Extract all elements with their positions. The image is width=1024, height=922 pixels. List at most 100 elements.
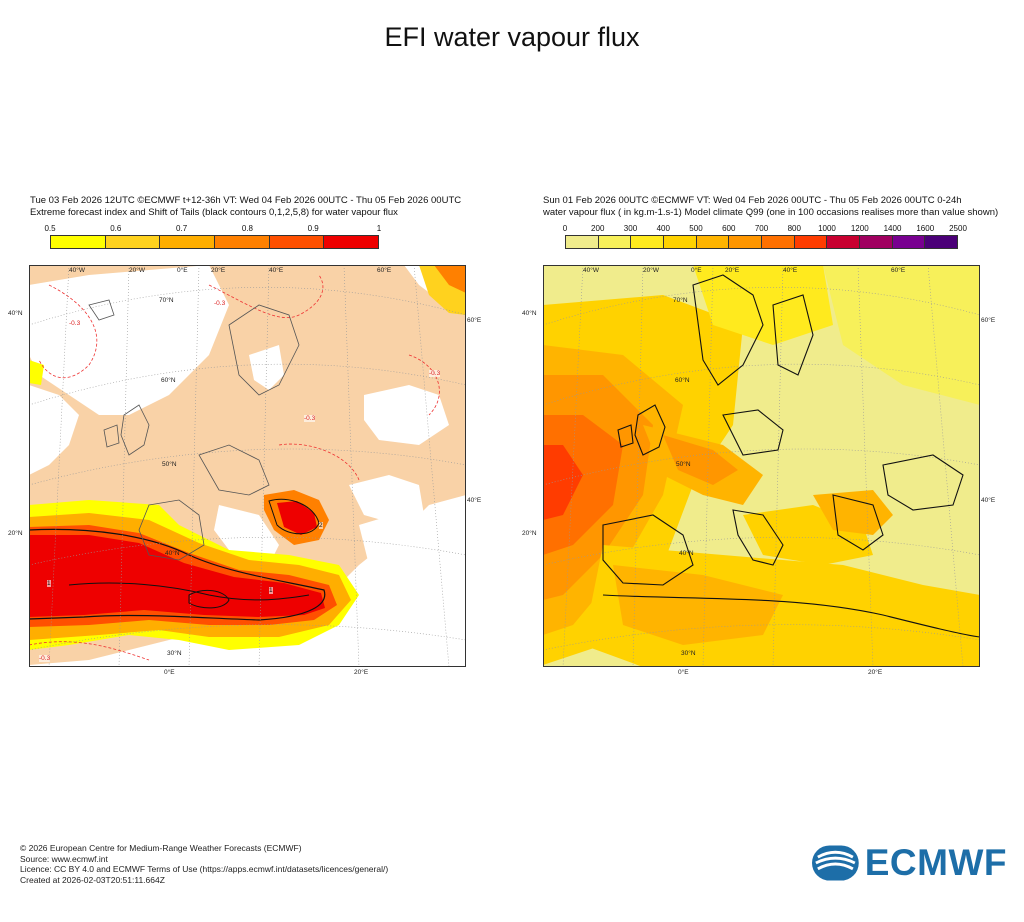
left-map-contour-label: -0.3 xyxy=(39,655,51,662)
left-map-svg xyxy=(29,265,466,667)
footer-credits: © 2026 European Centre for Medium-Range … xyxy=(20,843,388,885)
left-colorbar-tick-label: 1 xyxy=(376,224,382,233)
right-map-coordinate-label: 40°N xyxy=(679,550,694,557)
left-map-coordinate-label: 50°N xyxy=(162,461,177,468)
right-colorbar-segment xyxy=(892,236,926,248)
right-colorbar-segment xyxy=(794,236,828,248)
right-colorbar-segment xyxy=(762,236,795,248)
footer-created: Created at 2026-02-03T20:51:11.664Z xyxy=(20,874,165,885)
left-map-coordinate-label: 20°N xyxy=(8,530,23,537)
left-map-coordinate-label: 60°E xyxy=(467,317,482,324)
left-map-coordinate-label: 30°N xyxy=(167,650,182,657)
right-map-coordinate-label: 0°E xyxy=(691,267,702,274)
right-colorbar-segment xyxy=(729,236,763,248)
left-colorbar-tick-label: 0.6 xyxy=(110,224,122,233)
left-map-contour-label: 1 xyxy=(269,587,273,594)
right-map-coordinate-label: 40°E xyxy=(783,267,798,274)
left-colorbar-segment xyxy=(269,236,325,248)
right-colorbar-tick-label: 400 xyxy=(656,224,670,233)
right-colorbar-segment xyxy=(598,236,632,248)
left-map-contour-label: 1 xyxy=(47,580,51,587)
right-map-coordinate-label: 20°N xyxy=(522,530,537,537)
left-map-coordinate-label: 70°N xyxy=(159,297,174,304)
left-colorbar-segment xyxy=(324,236,379,248)
right-colorbar-segment xyxy=(827,236,861,248)
right-map-coordinate-label: 60°E xyxy=(981,317,996,324)
left-panel-header: Tue 03 Feb 2026 12UTC ©ECMWF t+12-36h VT… xyxy=(30,195,461,219)
left-map-coordinate-label: 60°E xyxy=(377,267,392,274)
right-colorbar-tick-label: 1200 xyxy=(850,224,869,233)
right-colorbar-segment xyxy=(631,236,665,248)
left-colorbar-tick-label: 0.8 xyxy=(241,224,253,233)
right-map-coordinate-label: 40°N xyxy=(522,310,537,317)
left-map-coordinate-label: 40°W xyxy=(69,267,85,274)
left-colorbar-tick-label: 0.7 xyxy=(176,224,188,233)
ecmwf-logo-text: ECMWF xyxy=(864,842,1007,883)
left-map-coordinate-label: 0°E xyxy=(177,267,188,274)
right-colorbar-tick-label: 1000 xyxy=(818,224,836,233)
right-map-coordinate-label: 60°N xyxy=(675,377,690,384)
right-map-coordinate-label: 30°N xyxy=(681,650,696,657)
ecmwf-logo-icon xyxy=(812,845,859,881)
right-map-coordinate-label: 60°E xyxy=(891,267,906,274)
left-map-coordinate-label: 40°N xyxy=(165,550,180,557)
left-map-coordinate-label: 20°E xyxy=(211,267,226,274)
left-colorbar-ticks: 0.5 0.6 0.7 0.8 0.9 1 xyxy=(44,224,382,236)
right-colorbar-segment xyxy=(925,236,958,248)
right-colorbar-segment xyxy=(696,236,730,248)
right-colorbar-tick-label: 1600 xyxy=(916,224,935,233)
right-map-coordinate-label: 40°W xyxy=(583,267,599,274)
right-map-coordinate-label: 20°W xyxy=(643,267,659,274)
left-map-contour-label: 2 xyxy=(319,522,323,529)
left-colorbar-tick-label: 0.9 xyxy=(307,224,319,233)
right-colorbar-tick-label: 0 xyxy=(562,224,568,233)
left-colorbar-segment xyxy=(105,236,161,248)
left-map-contour-label: -0.3 xyxy=(304,415,316,422)
right-map-coordinate-label: 0°E xyxy=(678,669,689,676)
right-colorbar-ticks: 0 200 300 400 500 600 700 800 1000 1200 1400 1600 25… xyxy=(562,224,967,236)
ecmwf-logo: ECMWF xyxy=(812,842,1007,884)
right-colorbar-tick-label: 800 xyxy=(787,224,801,233)
left-map-contour-label: -0.3 xyxy=(429,370,441,377)
left-colorbar-segment xyxy=(215,236,270,248)
right-colorbar-tick-label: 600 xyxy=(722,224,736,233)
left-map-efi xyxy=(29,265,466,667)
left-colorbar-segment xyxy=(160,236,216,248)
left-header-line1: Tue 03 Feb 2026 12UTC ©ECMWF t+12-36h VT… xyxy=(30,195,462,206)
left-colorbar-tick-label: 0.5 xyxy=(44,224,56,233)
left-map-coordinate-label: 0°E xyxy=(164,669,175,676)
right-map-coordinate-label: 50°N xyxy=(676,461,691,468)
left-colorbar-segment xyxy=(51,236,106,248)
right-colorbar-tick-label: 1400 xyxy=(883,224,902,233)
right-colorbar-tick-label: 200 xyxy=(591,224,605,233)
right-colorbar xyxy=(565,235,958,249)
left-map-coordinate-label: 40°E xyxy=(467,497,482,504)
right-map-coordinate-label: 20°E xyxy=(868,669,883,676)
right-map-climate-q99 xyxy=(543,265,980,667)
left-map-coordinate-label: 20°E xyxy=(354,669,369,676)
right-colorbar-tick-label: 500 xyxy=(689,224,703,233)
footer-copyright: © 2026 European Centre for Medium-Range … xyxy=(20,843,302,853)
page-title: EFI water vapour flux xyxy=(384,22,640,52)
left-header-line2: Extreme forecast index and Shift of Tail… xyxy=(30,207,398,218)
right-colorbar-tick-label: 700 xyxy=(754,224,769,233)
right-map-coordinate-label: 20°E xyxy=(725,267,740,274)
right-header-line2: water vapour flux ( in kg.m-1.s-1) Model… xyxy=(543,207,999,218)
right-colorbar-segment xyxy=(860,236,893,248)
right-colorbar-tick-label: 300 xyxy=(623,224,638,233)
right-map-coordinate-label: 70°N xyxy=(673,297,688,304)
right-colorbar-tick-label: 2500 xyxy=(949,224,967,233)
footer-source: Source: www.ecmwf.int xyxy=(20,853,108,864)
right-colorbar-segment xyxy=(664,236,697,248)
footer-licence: Licence: CC BY 4.0 and ECMWF Terms of Us… xyxy=(20,864,389,874)
right-header-line1: Sun 01 Feb 2026 00UTC ©ECMWF VT: Wed 04 … xyxy=(543,195,962,206)
left-map-coordinate-label: 40°E xyxy=(269,267,284,274)
right-map-coordinate-label: 40°E xyxy=(981,497,996,504)
left-map-coordinate-label: 40°N xyxy=(8,310,23,317)
left-map-coordinate-label: 60°N xyxy=(161,377,176,384)
left-map-contour-label: -0.3 xyxy=(214,300,226,307)
left-map-coordinate-label: 20°W xyxy=(129,267,145,274)
right-colorbar-segment xyxy=(566,236,599,248)
left-colorbar xyxy=(50,235,379,249)
right-map-svg xyxy=(543,265,980,667)
